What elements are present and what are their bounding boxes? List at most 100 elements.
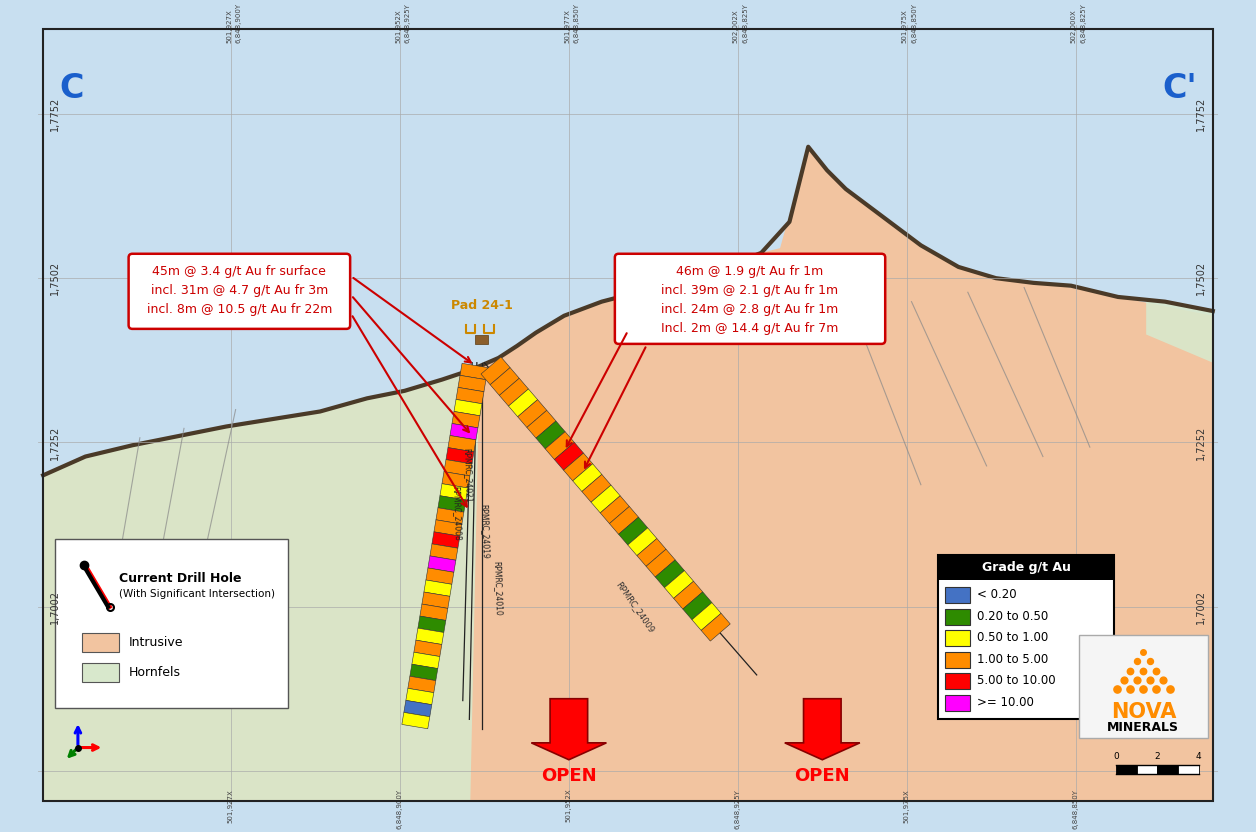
Polygon shape <box>436 508 463 524</box>
Polygon shape <box>490 368 519 395</box>
Text: 501,975X: 501,975X <box>904 789 909 823</box>
Text: Pad 24-1: Pad 24-1 <box>451 299 512 312</box>
Polygon shape <box>409 664 438 681</box>
Text: 1,7752: 1,7752 <box>1196 97 1206 131</box>
Polygon shape <box>628 527 657 556</box>
Text: 0.20 to 0.50: 0.20 to 0.50 <box>977 610 1049 622</box>
Polygon shape <box>646 549 676 577</box>
Text: 1,7752: 1,7752 <box>50 97 60 131</box>
Text: OPEN: OPEN <box>541 767 597 785</box>
Polygon shape <box>416 628 443 645</box>
Text: 6,848,900Y: 6,848,900Y <box>397 789 403 829</box>
Polygon shape <box>418 617 446 632</box>
Text: Current Drill Hole: Current Drill Hole <box>119 572 241 585</box>
Polygon shape <box>43 363 480 801</box>
Text: 6,848,825Y: 6,848,825Y <box>1080 3 1086 43</box>
Polygon shape <box>412 652 440 669</box>
Polygon shape <box>458 375 486 392</box>
Bar <box>82 633 119 651</box>
Text: < 0.20: < 0.20 <box>977 588 1017 601</box>
Text: 1,7252: 1,7252 <box>1196 425 1206 459</box>
Polygon shape <box>450 423 479 440</box>
Text: 501,975X: 501,975X <box>902 10 908 43</box>
Polygon shape <box>637 538 666 567</box>
FancyBboxPatch shape <box>615 254 885 344</box>
Text: Intrusive: Intrusive <box>128 636 183 649</box>
Text: 501,977X: 501,977X <box>564 10 570 43</box>
Polygon shape <box>1147 29 1213 363</box>
Polygon shape <box>446 448 474 464</box>
Bar <box>1117 765 1137 774</box>
Polygon shape <box>517 399 546 428</box>
Polygon shape <box>438 496 466 512</box>
Text: Hornfels: Hornfels <box>128 666 181 679</box>
Text: 0.50 to 1.00: 0.50 to 1.00 <box>977 631 1049 644</box>
Bar <box>1178 765 1198 774</box>
Polygon shape <box>456 388 484 404</box>
Bar <box>55 539 288 708</box>
Polygon shape <box>448 435 476 452</box>
Polygon shape <box>673 582 703 609</box>
Polygon shape <box>536 421 565 448</box>
Text: 501,952X: 501,952X <box>396 10 401 43</box>
Text: 1,7502: 1,7502 <box>1196 261 1206 295</box>
Text: C': C' <box>1162 72 1197 105</box>
Text: 4: 4 <box>1196 751 1202 760</box>
Polygon shape <box>426 568 453 584</box>
Text: >= 10.00: >= 10.00 <box>977 696 1034 709</box>
Polygon shape <box>402 712 430 729</box>
Bar <box>1137 765 1158 774</box>
FancyBboxPatch shape <box>128 254 350 329</box>
Bar <box>946 608 970 625</box>
Text: OPEN: OPEN <box>795 767 850 785</box>
Text: Grade g/t Au: Grade g/t Au <box>982 561 1070 574</box>
Text: 1,7252: 1,7252 <box>50 425 60 459</box>
Polygon shape <box>404 701 432 716</box>
Text: 6,848,850Y: 6,848,850Y <box>912 3 917 43</box>
Polygon shape <box>414 640 442 656</box>
Polygon shape <box>592 485 620 513</box>
Polygon shape <box>428 556 456 572</box>
Polygon shape <box>408 676 436 693</box>
Bar <box>82 663 119 682</box>
Text: 46m @ 1.9 g/t Au fr 1m
incl. 39m @ 2.1 g/t Au fr 1m
incl. 24m @ 2.8 g/t Au fr 1m: 46m @ 1.9 g/t Au fr 1m incl. 39m @ 2.1 g… <box>662 265 839 335</box>
Polygon shape <box>43 146 1213 801</box>
Bar <box>946 651 970 668</box>
Polygon shape <box>500 379 529 406</box>
Bar <box>475 334 489 344</box>
Polygon shape <box>582 474 610 503</box>
Polygon shape <box>573 463 602 492</box>
Polygon shape <box>432 532 460 548</box>
Text: 6,848,850Y: 6,848,850Y <box>574 3 579 43</box>
Polygon shape <box>545 432 574 459</box>
Text: RPMRC_24019: RPMRC_24019 <box>479 504 490 559</box>
Polygon shape <box>460 364 487 379</box>
Polygon shape <box>443 459 472 476</box>
Text: 6,848,925Y: 6,848,925Y <box>735 789 741 829</box>
Text: 6,848,825Y: 6,848,825Y <box>742 3 749 43</box>
Bar <box>946 630 970 646</box>
Polygon shape <box>600 496 629 523</box>
Polygon shape <box>664 571 693 598</box>
Text: 45m @ 3.4 g/t Au fr surface
incl. 31m @ 4.7 g/t Au fr 3m
incl. 8m @ 10.5 g/t Au : 45m @ 3.4 g/t Au fr surface incl. 31m @ … <box>147 265 332 316</box>
Text: 501,927X: 501,927X <box>227 789 234 823</box>
Text: 502,000X: 502,000X <box>1071 10 1076 43</box>
Text: RPMRC_24008: RPMRC_24008 <box>451 485 462 541</box>
Text: 5.00 to 10.00: 5.00 to 10.00 <box>977 675 1056 687</box>
Text: 0: 0 <box>1113 751 1119 760</box>
Polygon shape <box>509 389 538 417</box>
Text: RPMRC_24021: RPMRC_24021 <box>462 448 474 503</box>
Polygon shape <box>406 688 433 705</box>
Bar <box>946 673 970 690</box>
Text: RPMRC_24010: RPMRC_24010 <box>492 561 502 616</box>
Polygon shape <box>609 507 638 534</box>
Text: 6,848,900Y: 6,848,900Y <box>235 3 241 43</box>
Text: 6,848,925Y: 6,848,925Y <box>404 3 411 43</box>
Text: NOVA: NOVA <box>1110 702 1176 722</box>
Polygon shape <box>420 604 448 621</box>
Polygon shape <box>430 544 458 560</box>
Polygon shape <box>433 520 462 536</box>
Polygon shape <box>554 443 584 470</box>
Polygon shape <box>425 580 452 597</box>
Polygon shape <box>692 602 721 631</box>
